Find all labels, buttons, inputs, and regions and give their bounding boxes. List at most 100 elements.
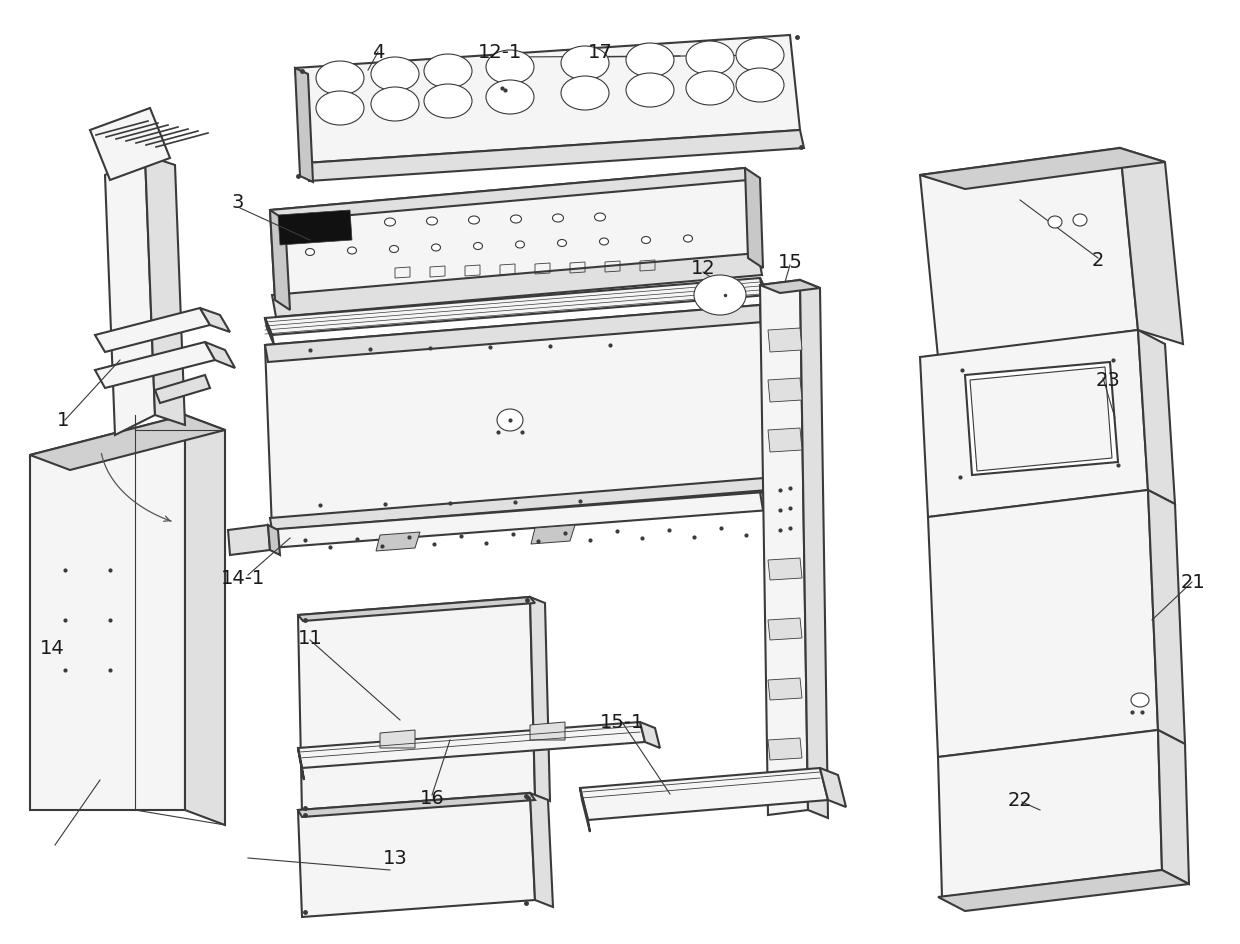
Text: 22: 22 [1008, 790, 1033, 810]
Polygon shape [760, 280, 820, 293]
Ellipse shape [626, 43, 675, 77]
Polygon shape [205, 342, 236, 368]
Polygon shape [91, 108, 170, 180]
Polygon shape [760, 305, 787, 500]
Polygon shape [305, 130, 804, 181]
Polygon shape [272, 253, 763, 317]
Polygon shape [768, 738, 802, 760]
Polygon shape [768, 558, 802, 580]
Polygon shape [298, 793, 534, 917]
Ellipse shape [305, 248, 315, 256]
Ellipse shape [560, 46, 609, 80]
Text: 13: 13 [383, 849, 408, 868]
Polygon shape [529, 597, 551, 801]
Polygon shape [928, 490, 1158, 757]
Text: 23: 23 [1096, 370, 1121, 390]
Ellipse shape [694, 275, 746, 315]
Polygon shape [298, 722, 645, 768]
Polygon shape [937, 730, 1162, 897]
Ellipse shape [427, 217, 438, 225]
Ellipse shape [553, 214, 563, 222]
Ellipse shape [497, 409, 523, 431]
Text: 16: 16 [419, 788, 444, 807]
Ellipse shape [626, 73, 675, 107]
Polygon shape [265, 278, 768, 335]
Polygon shape [105, 155, 155, 435]
Polygon shape [768, 618, 802, 640]
Polygon shape [270, 168, 748, 222]
Polygon shape [965, 362, 1118, 475]
Polygon shape [1120, 148, 1183, 344]
Polygon shape [760, 280, 808, 815]
Text: 15: 15 [777, 254, 802, 273]
Polygon shape [278, 210, 352, 245]
Ellipse shape [384, 218, 396, 226]
Polygon shape [529, 722, 565, 740]
Ellipse shape [686, 71, 734, 105]
Polygon shape [920, 148, 1166, 189]
Ellipse shape [486, 50, 534, 84]
Polygon shape [298, 597, 534, 813]
Polygon shape [155, 375, 210, 403]
Text: 1: 1 [57, 411, 69, 430]
Ellipse shape [737, 68, 784, 102]
Ellipse shape [560, 76, 609, 110]
Polygon shape [580, 768, 828, 820]
Ellipse shape [686, 41, 734, 75]
Polygon shape [379, 730, 415, 748]
Ellipse shape [516, 241, 525, 248]
Polygon shape [95, 342, 215, 388]
Polygon shape [298, 597, 534, 621]
Ellipse shape [683, 235, 692, 242]
Ellipse shape [1073, 214, 1087, 226]
Ellipse shape [316, 61, 365, 95]
Polygon shape [95, 308, 210, 352]
Polygon shape [920, 148, 1138, 357]
Polygon shape [745, 168, 763, 268]
Polygon shape [295, 68, 312, 182]
Polygon shape [298, 793, 534, 817]
Text: 11: 11 [298, 629, 322, 648]
Ellipse shape [347, 247, 357, 254]
Text: 17: 17 [588, 42, 613, 61]
Text: 2: 2 [1091, 250, 1104, 269]
Polygon shape [265, 318, 274, 345]
Ellipse shape [371, 87, 419, 121]
Polygon shape [270, 168, 760, 300]
Polygon shape [270, 210, 290, 310]
Polygon shape [580, 788, 590, 832]
Ellipse shape [424, 84, 472, 118]
Polygon shape [970, 367, 1112, 471]
Ellipse shape [558, 240, 567, 246]
Polygon shape [768, 678, 802, 700]
Text: 12-1: 12-1 [477, 42, 522, 61]
Polygon shape [1158, 730, 1189, 884]
Ellipse shape [1131, 693, 1149, 707]
Polygon shape [1138, 330, 1176, 504]
Text: 15-1: 15-1 [600, 713, 645, 732]
Text: 4: 4 [372, 42, 384, 61]
Ellipse shape [641, 237, 651, 244]
Ellipse shape [737, 38, 784, 72]
Polygon shape [30, 415, 224, 470]
Polygon shape [295, 35, 800, 163]
Ellipse shape [511, 215, 522, 223]
Polygon shape [30, 415, 185, 810]
Polygon shape [531, 525, 575, 544]
Polygon shape [800, 280, 828, 818]
Polygon shape [228, 525, 270, 555]
Ellipse shape [424, 54, 472, 88]
Text: 14-1: 14-1 [221, 568, 265, 587]
Polygon shape [265, 492, 770, 548]
Text: 14: 14 [40, 638, 64, 658]
Polygon shape [529, 793, 553, 907]
Ellipse shape [474, 243, 482, 249]
Polygon shape [768, 428, 802, 452]
Ellipse shape [1048, 216, 1061, 228]
Ellipse shape [316, 91, 365, 125]
Ellipse shape [371, 57, 419, 91]
Ellipse shape [389, 245, 398, 252]
Text: 21: 21 [1180, 572, 1205, 592]
Text: 3: 3 [232, 193, 244, 211]
Polygon shape [768, 378, 802, 402]
